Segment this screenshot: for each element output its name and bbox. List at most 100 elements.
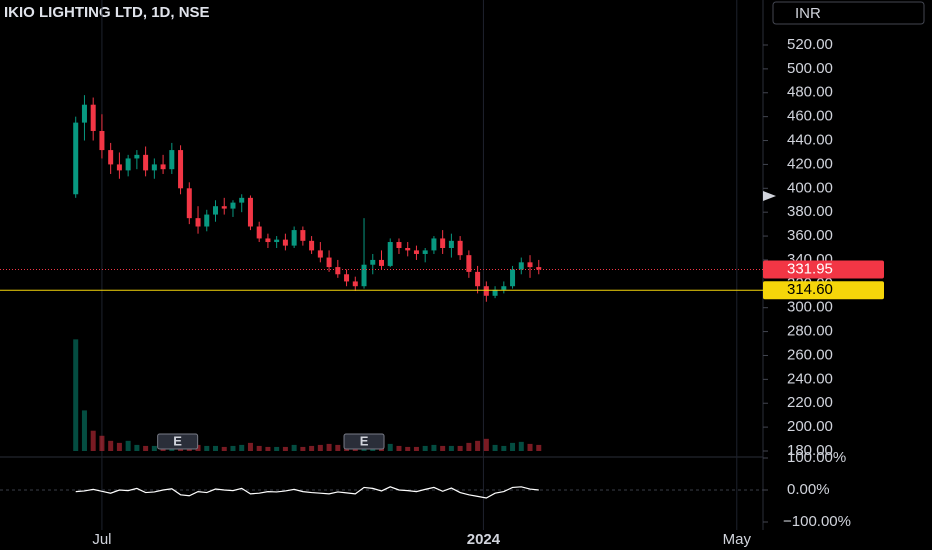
- volume-bar: [274, 446, 280, 451]
- volume-bar: [440, 445, 446, 451]
- volume-bar: [73, 339, 79, 451]
- volume-bar: [326, 443, 332, 451]
- candle-body: [457, 240, 463, 256]
- candle-body: [309, 240, 315, 251]
- candle-body: [282, 239, 288, 246]
- x-tick-label: 2024: [467, 531, 501, 548]
- candle-body: [326, 257, 332, 268]
- chart-title: IKIO LIGHTING LTD, 1D, NSE: [4, 4, 210, 21]
- y-tick-label: 280.00: [787, 323, 833, 340]
- volume-bar: [282, 446, 288, 451]
- oscillator-line: [75, 486, 539, 499]
- candle-body: [73, 122, 79, 195]
- candle-body: [344, 274, 350, 282]
- candle-body: [492, 289, 498, 296]
- volume-bar: [230, 445, 236, 451]
- candle-body: [431, 238, 437, 251]
- candle-body: [448, 240, 454, 248]
- y-tick-label: 200.00: [787, 418, 833, 435]
- volume-bar: [510, 442, 516, 451]
- volume-bar: [291, 444, 297, 451]
- volume-bar: [466, 442, 472, 451]
- candle-body: [370, 259, 376, 265]
- volume-bar: [300, 446, 306, 451]
- candle-body: [501, 286, 507, 290]
- candle-body: [536, 267, 542, 270]
- candle-body: [300, 230, 306, 241]
- candle-body: [396, 242, 402, 248]
- candle-body: [510, 269, 516, 287]
- y-tick-label: 300.00: [787, 299, 833, 316]
- alert-box: [763, 281, 884, 300]
- candle-body: [160, 164, 166, 170]
- last-price-box: [763, 260, 884, 279]
- volume-bar: [317, 444, 323, 451]
- y-tick-label: 520.00: [787, 36, 833, 53]
- candle-body: [169, 150, 175, 170]
- candle-body: [466, 255, 472, 272]
- last-price-label: 331.95: [787, 261, 833, 278]
- candle-body: [335, 267, 341, 275]
- candle-body: [195, 218, 201, 227]
- event-label: E: [173, 433, 182, 448]
- volume-bar: [483, 438, 489, 451]
- volume-bar: [125, 440, 131, 451]
- y-tick-label: 220.00: [787, 394, 833, 411]
- candle-body: [265, 238, 271, 243]
- volume-bar: [431, 444, 437, 451]
- y-tick-label: 360.00: [787, 227, 833, 244]
- candle-body: [483, 286, 489, 296]
- currency-button[interactable]: [772, 1, 925, 25]
- volume-bar: [204, 445, 210, 451]
- volume-bar: [265, 446, 271, 451]
- volume-bar: [116, 442, 122, 451]
- volume-bar: [413, 446, 419, 451]
- volume-bar: [396, 445, 402, 451]
- x-tick-label: May: [723, 531, 752, 548]
- candle-body: [125, 158, 131, 171]
- event-marker: [343, 433, 385, 450]
- y-tick-label: 240.00: [787, 370, 833, 387]
- volume-bar: [457, 445, 463, 451]
- volume-bar: [475, 440, 481, 451]
- y-tick-label: 400.00: [787, 179, 833, 196]
- volume-bar: [221, 446, 227, 451]
- candle-body: [405, 248, 411, 251]
- candle-body: [387, 242, 393, 266]
- volume-bar: [492, 444, 498, 451]
- candle-body: [527, 262, 533, 268]
- y-tick-label: 460.00: [787, 108, 833, 125]
- volume-bar: [518, 441, 524, 451]
- volume-bar: [81, 410, 87, 451]
- candle-body: [274, 239, 280, 243]
- candle-body: [116, 164, 122, 171]
- candle-body: [317, 250, 323, 258]
- volume-bar: [501, 445, 507, 451]
- y-tick-label: 420.00: [787, 155, 833, 172]
- candle-body: [143, 154, 149, 171]
- candle-body: [213, 206, 219, 215]
- y-tick-label: 500.00: [787, 60, 833, 77]
- candle-body: [186, 188, 192, 219]
- y-tick-label: 260.00: [787, 346, 833, 363]
- volume-bar: [256, 445, 262, 451]
- candle-body: [352, 281, 358, 287]
- candle-body: [221, 206, 227, 209]
- volume-bar: [108, 440, 114, 451]
- alert-label: 314.60: [787, 281, 833, 298]
- y-tick-label: 380.00: [787, 203, 833, 220]
- y2-tick-label: 0.00%: [787, 481, 830, 498]
- candle-body: [151, 164, 157, 171]
- volume-bar: [247, 442, 253, 451]
- volume-bar: [422, 445, 428, 451]
- volume-bar: [335, 444, 341, 451]
- volume-bar: [99, 435, 105, 451]
- candle-body: [239, 197, 245, 203]
- event-marker: [157, 433, 199, 450]
- candle-body: [413, 250, 419, 254]
- candle-body: [475, 271, 481, 287]
- candle-body: [230, 202, 236, 209]
- candle-body: [178, 150, 184, 189]
